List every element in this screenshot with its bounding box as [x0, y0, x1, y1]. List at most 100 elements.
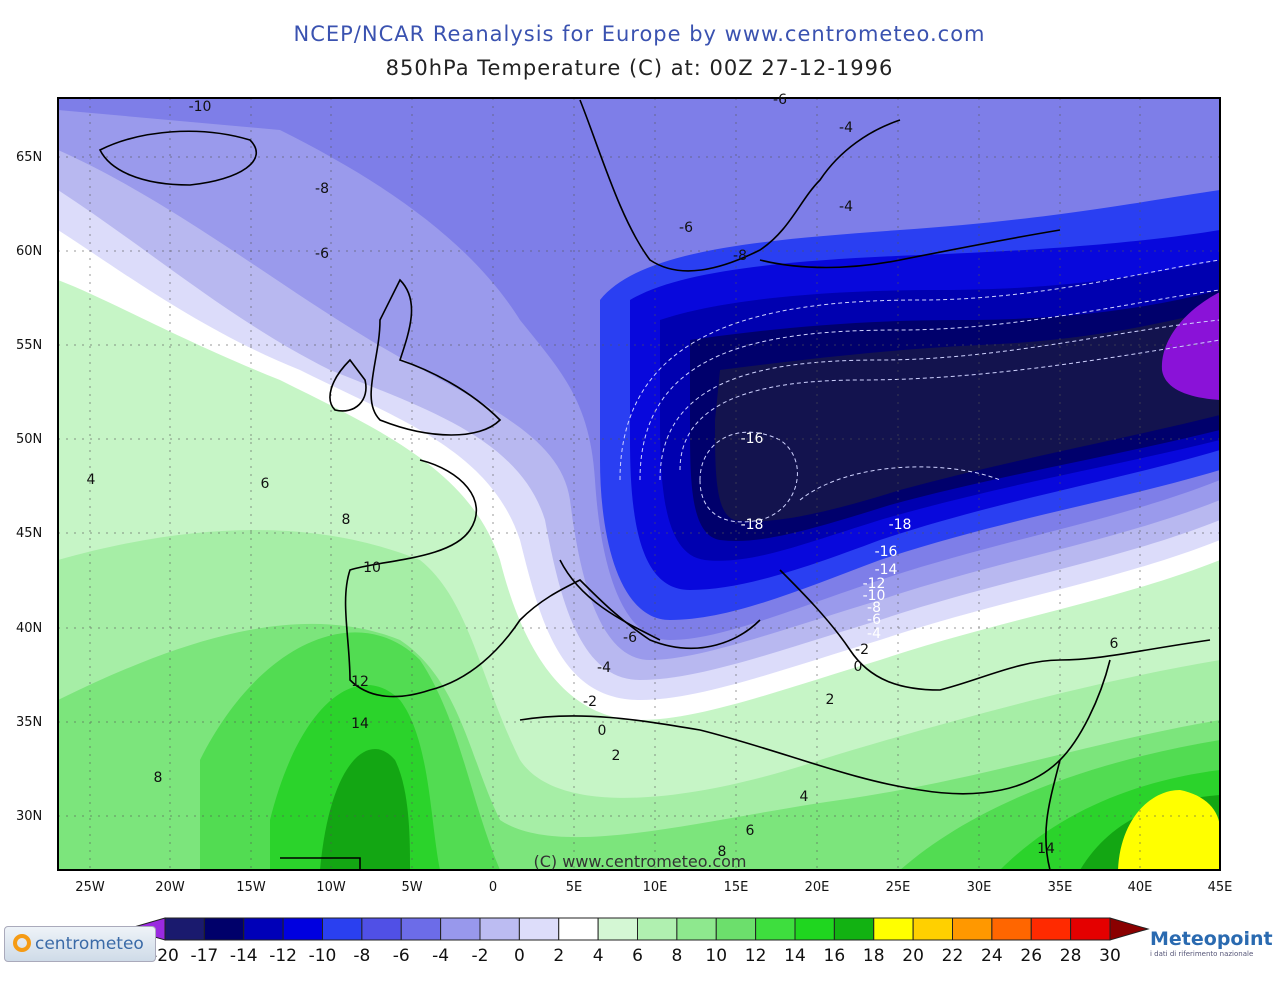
contour-label: 0	[854, 659, 863, 675]
contour-label: -8	[867, 600, 881, 616]
contour-label: -8	[733, 248, 747, 264]
contour-label: -6	[623, 630, 637, 646]
colorbar-swatch	[794, 917, 835, 941]
colorbar-tick-label: 6	[632, 946, 643, 966]
contour-label: 4	[800, 789, 809, 805]
colorbar-tick-label: -4	[432, 946, 449, 966]
colorbar: -20 -17 -14 -12 -10 -8 -6 -4 -2 0 2 4 6 8 10 12 14 16 18 20…	[125, 917, 1150, 966]
contour-label: -6	[773, 92, 787, 108]
coastlines	[98, 99, 1211, 870]
lat-label: 40N	[16, 621, 42, 636]
colorbar-max-arrow	[1109, 917, 1150, 941]
contour-label: 6	[746, 823, 755, 839]
colorbar-tick-label: 18	[863, 946, 885, 966]
contour-label: -16	[875, 544, 898, 560]
lon-label: 10E	[643, 880, 668, 895]
map-subtitle: 850hPa Temperature (C) at: 00Z 27-12-199…	[385, 56, 894, 80]
colorbar-tick-label: 10	[705, 946, 727, 966]
colorbar-tick-label: -17	[190, 946, 218, 966]
colorbar-swatch	[322, 917, 363, 941]
colorbar-tick-label: -20	[151, 946, 179, 966]
colorbar-tick-label: 8	[671, 946, 682, 966]
colorbar-tick-label: -12	[269, 946, 297, 966]
lon-label: 5W	[401, 880, 422, 895]
colorbar-swatch	[440, 917, 481, 941]
contour-label: 6	[1110, 636, 1119, 652]
contour-label: -6	[315, 246, 329, 262]
colorbar-swatch	[755, 917, 796, 941]
lat-label: 50N	[16, 432, 42, 447]
contour-label: -2	[583, 694, 597, 710]
contour-label: 8	[342, 512, 351, 528]
lat-label: 45N	[16, 526, 42, 541]
lon-label: 20W	[155, 880, 185, 895]
colorbar-tick-label: 24	[981, 946, 1003, 966]
colorbar-tick-label: 20	[902, 946, 924, 966]
logo-ring-icon	[13, 934, 31, 952]
contour-label: -10	[863, 588, 886, 604]
colorbar-tick-label: -6	[393, 946, 410, 966]
colorbar-swatch	[991, 917, 1032, 941]
colorbar-swatch	[912, 917, 953, 941]
lat-label: 65N	[16, 150, 42, 165]
lat-label: 35N	[16, 715, 42, 730]
colorbar-tick-label: 22	[942, 946, 964, 966]
colorbar-swatch	[361, 917, 402, 941]
contour-label: -18	[889, 517, 912, 533]
colorbar-swatch	[479, 917, 520, 941]
meteopoint-logo: Meteopoint i dati di riferimento naziona…	[1150, 928, 1273, 962]
colorbar-tick-label: -14	[230, 946, 258, 966]
latitude-labels: 65N 60N 55N 50N 45N 40N 35N 30N	[16, 150, 42, 824]
lat-label: 30N	[16, 809, 42, 824]
colorbar-swatch	[676, 917, 717, 941]
lon-label: 45E	[1208, 880, 1233, 895]
contour-label: 2	[826, 692, 835, 708]
colorbar-tick-label: 30	[1099, 946, 1121, 966]
contour-label: -16	[741, 431, 764, 447]
lon-label: 10W	[316, 880, 346, 895]
watermark: (C) www.centrometeo.com	[534, 852, 747, 871]
contour-label: 10	[363, 560, 381, 576]
contour-label: 14	[351, 716, 369, 732]
colorbar-tick-label: 14	[784, 946, 806, 966]
lon-label: 20E	[805, 880, 830, 895]
lon-label: 15W	[236, 880, 266, 895]
contour-label: -2	[855, 642, 869, 658]
contour-label: -4	[867, 626, 881, 642]
map-frame	[57, 97, 1221, 871]
contour-label: -6	[867, 612, 881, 628]
colorbar-swatch	[1030, 917, 1072, 941]
contour-label: 2	[612, 748, 621, 764]
lon-label: 15E	[724, 880, 749, 895]
colorbar-swatch	[400, 917, 442, 941]
contour-label: 6	[261, 476, 270, 492]
contour-label: 8	[154, 770, 163, 786]
colorbar-swatch	[833, 917, 875, 941]
lon-label: 0	[489, 880, 497, 895]
colorbar-swatch	[243, 917, 284, 941]
lon-label: 25E	[886, 880, 911, 895]
colorbar-tick-label: -10	[309, 946, 337, 966]
colorbar-swatch	[1070, 917, 1111, 941]
lon-label: 25W	[75, 880, 105, 895]
colorbar-swatch	[203, 917, 245, 941]
logo-subtext: i dati di riferimento nazionale	[1150, 950, 1254, 958]
contour-labels: -10 -6 -4 -8 -4 -6 -8 -6 -16 -18 -18 -16…	[87, 92, 1119, 860]
colorbar-tick-label: -8	[353, 946, 370, 966]
contour-label: 12	[351, 674, 369, 690]
lon-label: 40E	[1128, 880, 1153, 895]
contour-label: -8	[315, 181, 329, 197]
longitude-labels: 25W 20W 15W 10W 5W 0 5E 10E 15E 20E 25E …	[75, 880, 1232, 895]
colorbar-tick-label: 12	[745, 946, 767, 966]
contour-label: -6	[679, 220, 693, 236]
contour-label: -4	[839, 199, 853, 215]
contour-label: -4	[597, 660, 611, 676]
contour-label: -10	[189, 99, 212, 115]
lon-label: 5E	[566, 880, 583, 895]
colorbar-swatch	[282, 917, 323, 941]
logo-text: Meteopoint	[1150, 928, 1273, 950]
colorbar-swatch	[637, 917, 678, 941]
map-title: NCEP/NCAR Reanalysis for Europe by www.c…	[293, 22, 986, 46]
colorbar-swatch	[558, 917, 599, 941]
